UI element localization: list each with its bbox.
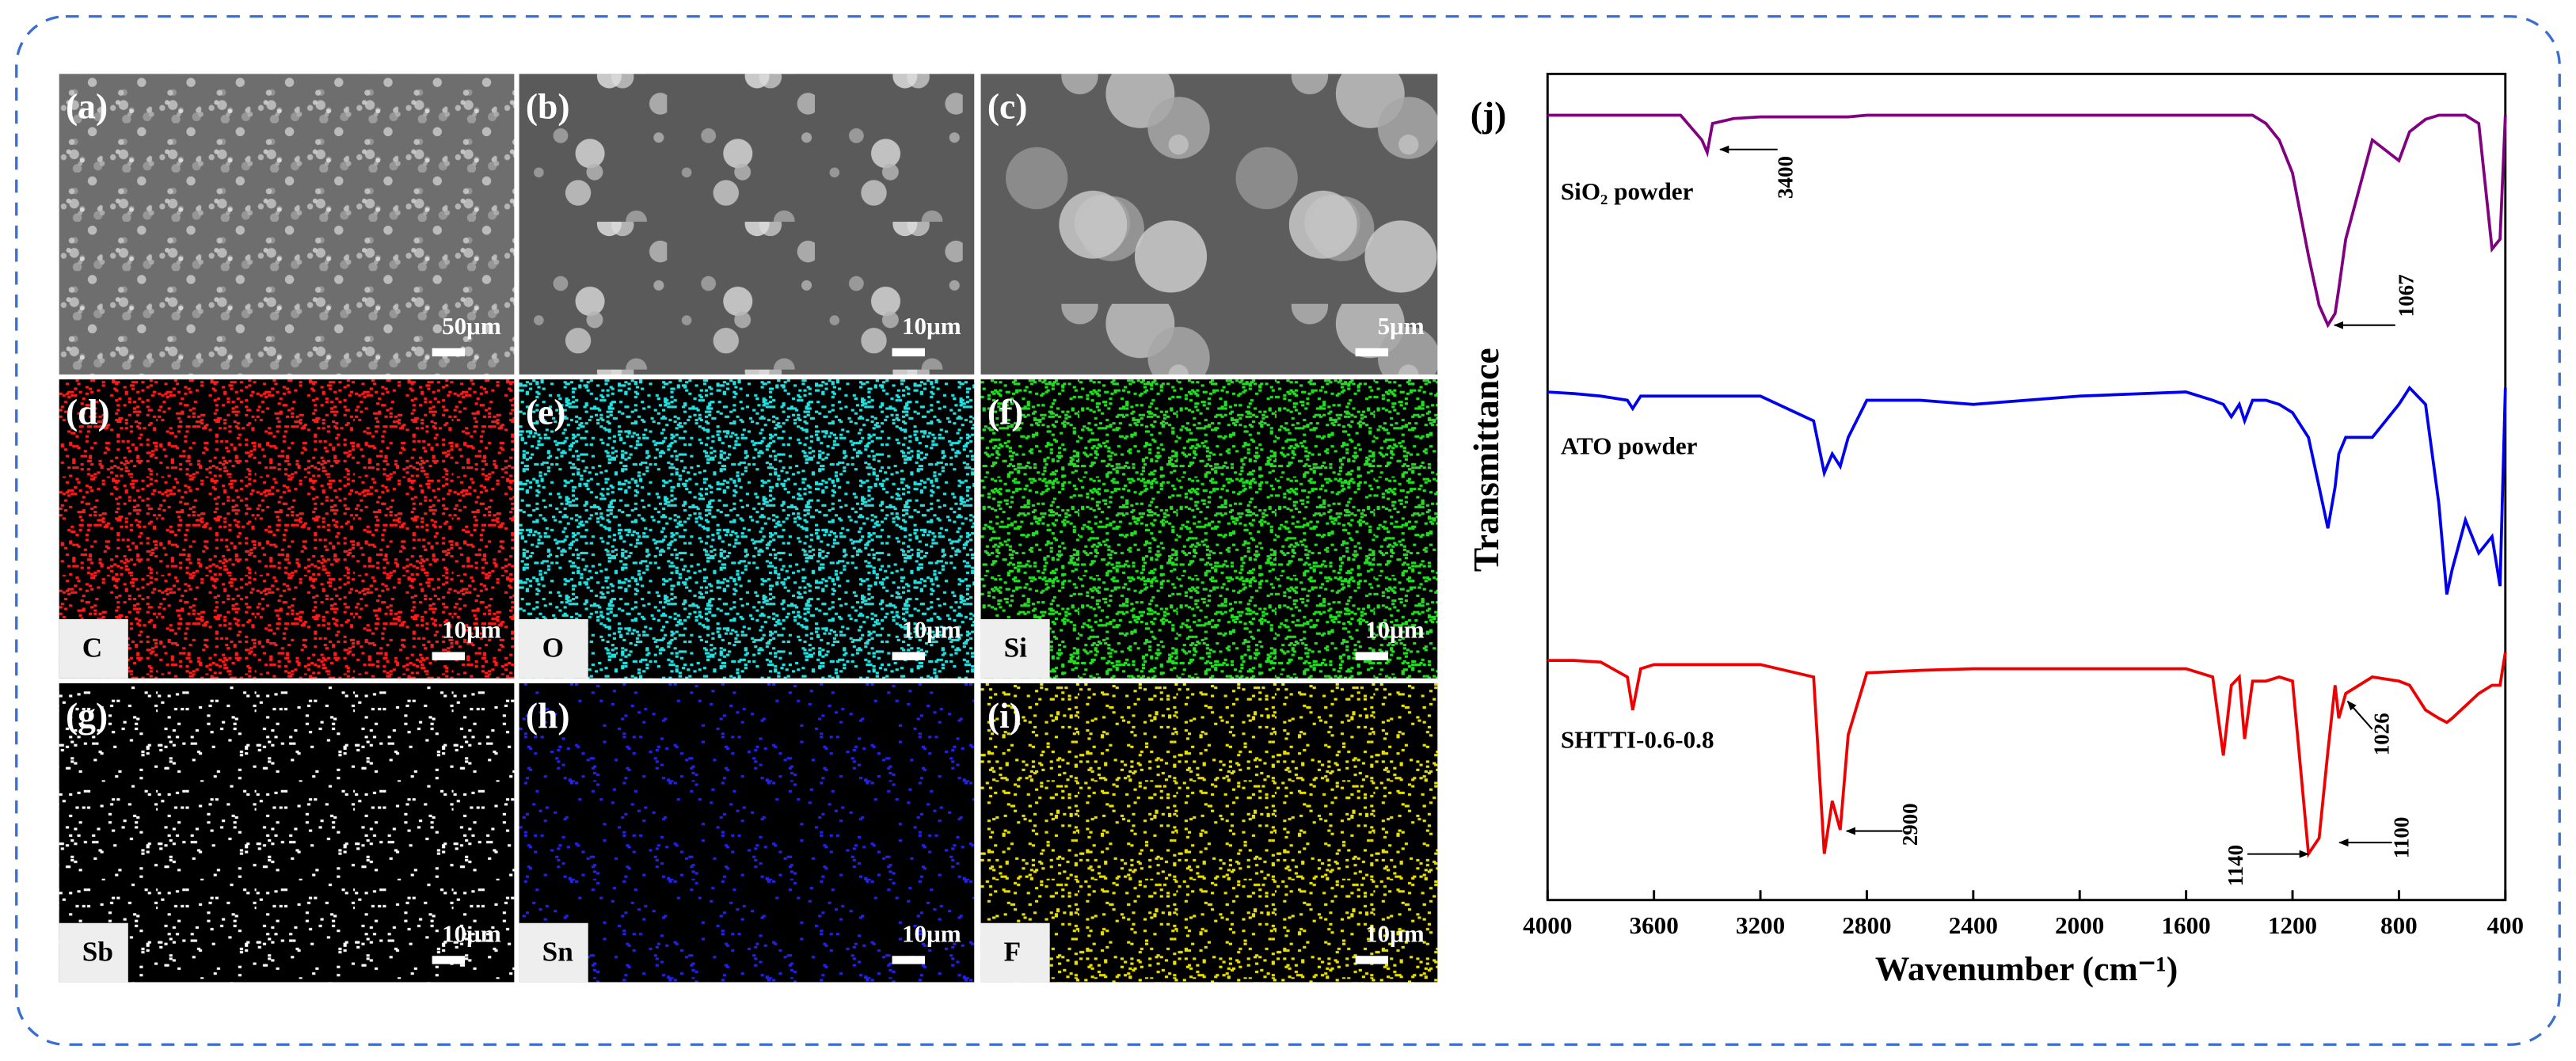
- scale-bar-label: 10μm: [902, 312, 961, 340]
- annotation: 1140: [2224, 845, 2247, 886]
- annotation: 1100: [2389, 817, 2413, 858]
- image-panel: [59, 379, 515, 679]
- element-label: Sb: [82, 936, 113, 967]
- series-label: SiO₂ powder: [1561, 177, 1694, 205]
- scale-bar-label: 5μm: [1378, 312, 1425, 340]
- scale-bar-label: 10μm: [442, 919, 501, 947]
- scale-bar: [1355, 652, 1389, 660]
- annotation: 2900: [1898, 803, 1922, 846]
- series-label: SHTTI-0.6-0.8: [1561, 726, 1714, 754]
- x-tick-label: 1600: [2162, 911, 2211, 939]
- panel-label: (d): [66, 391, 110, 432]
- panel-label: (g): [66, 695, 108, 736]
- image-panel: [980, 379, 1438, 679]
- element-label: Si: [1004, 633, 1028, 664]
- scale-bar: [892, 348, 926, 357]
- frame-border: [15, 15, 2561, 1046]
- x-tick-label: 3600: [1630, 911, 1679, 939]
- element-label: O: [542, 633, 564, 664]
- scale-bar-label: 10μm: [1365, 616, 1425, 644]
- element-box: [59, 922, 128, 983]
- panel-label: (e): [526, 391, 566, 432]
- annotation: 1026: [2369, 713, 2393, 755]
- panel-label: (c): [987, 86, 1028, 126]
- scale-bar: [1355, 348, 1389, 357]
- scale-bar-label: 10μm: [1365, 919, 1425, 947]
- x-tick-label: 3200: [1736, 911, 1785, 939]
- image-panel: [59, 683, 515, 983]
- panel-label: (i): [987, 695, 1022, 736]
- annotation: 3400: [1773, 156, 1797, 199]
- x-tick-label: 2000: [2055, 911, 2104, 939]
- element-box: [519, 922, 588, 983]
- x-tick-label: 400: [2487, 911, 2524, 939]
- image-panel: [519, 683, 975, 983]
- element-box: [519, 619, 588, 679]
- scale-bar-label: 10μm: [902, 919, 961, 947]
- spectrum-line: [1547, 113, 2507, 329]
- scale-bar-label: 10μm: [902, 616, 961, 644]
- x-tick-label: 4000: [1523, 911, 1572, 939]
- image-panel: [59, 74, 515, 375]
- y-axis-title: Transmittance: [1466, 348, 1506, 572]
- x-axis-title: Wavenumber (cm⁻¹): [1875, 950, 2178, 988]
- panel-label: (f): [987, 391, 1024, 432]
- scale-bar-label: 10μm: [442, 616, 501, 644]
- annotation: 1067: [2395, 274, 2418, 317]
- element-label: Sn: [542, 936, 574, 967]
- spectrum-line: [1547, 652, 2507, 858]
- x-tick-label: 2400: [1949, 911, 1998, 939]
- plot-frame: [1546, 72, 2507, 902]
- x-tick-label: 800: [2380, 911, 2418, 939]
- element-box: [980, 922, 1050, 983]
- panel-label: (h): [526, 695, 570, 736]
- series-label: ATO powder: [1561, 432, 1698, 459]
- element-box: [980, 619, 1050, 679]
- element-box: [59, 619, 128, 679]
- element-label: C: [82, 633, 102, 664]
- image-panel: [980, 74, 1438, 375]
- x-tick-label: 1200: [2268, 911, 2317, 939]
- image-panel: [519, 379, 975, 679]
- scale-bar: [432, 652, 466, 660]
- panel-label: (j): [1471, 94, 1507, 135]
- annotation-arrow: [2346, 700, 2373, 730]
- panel-label: (b): [526, 86, 570, 126]
- scale-bar-label: 50μm: [442, 312, 501, 340]
- panel-label: (a): [66, 86, 108, 126]
- image-panel: [519, 74, 975, 375]
- scale-bar: [432, 956, 466, 964]
- spectrum-line: [1547, 385, 2507, 595]
- element-label: F: [1004, 936, 1022, 967]
- scale-bar: [1355, 956, 1389, 964]
- scale-bar: [892, 956, 926, 964]
- scale-bar: [892, 652, 926, 660]
- image-panel: [980, 683, 1438, 983]
- scale-bar: [432, 348, 466, 357]
- x-tick-label: 2800: [1842, 911, 1891, 939]
